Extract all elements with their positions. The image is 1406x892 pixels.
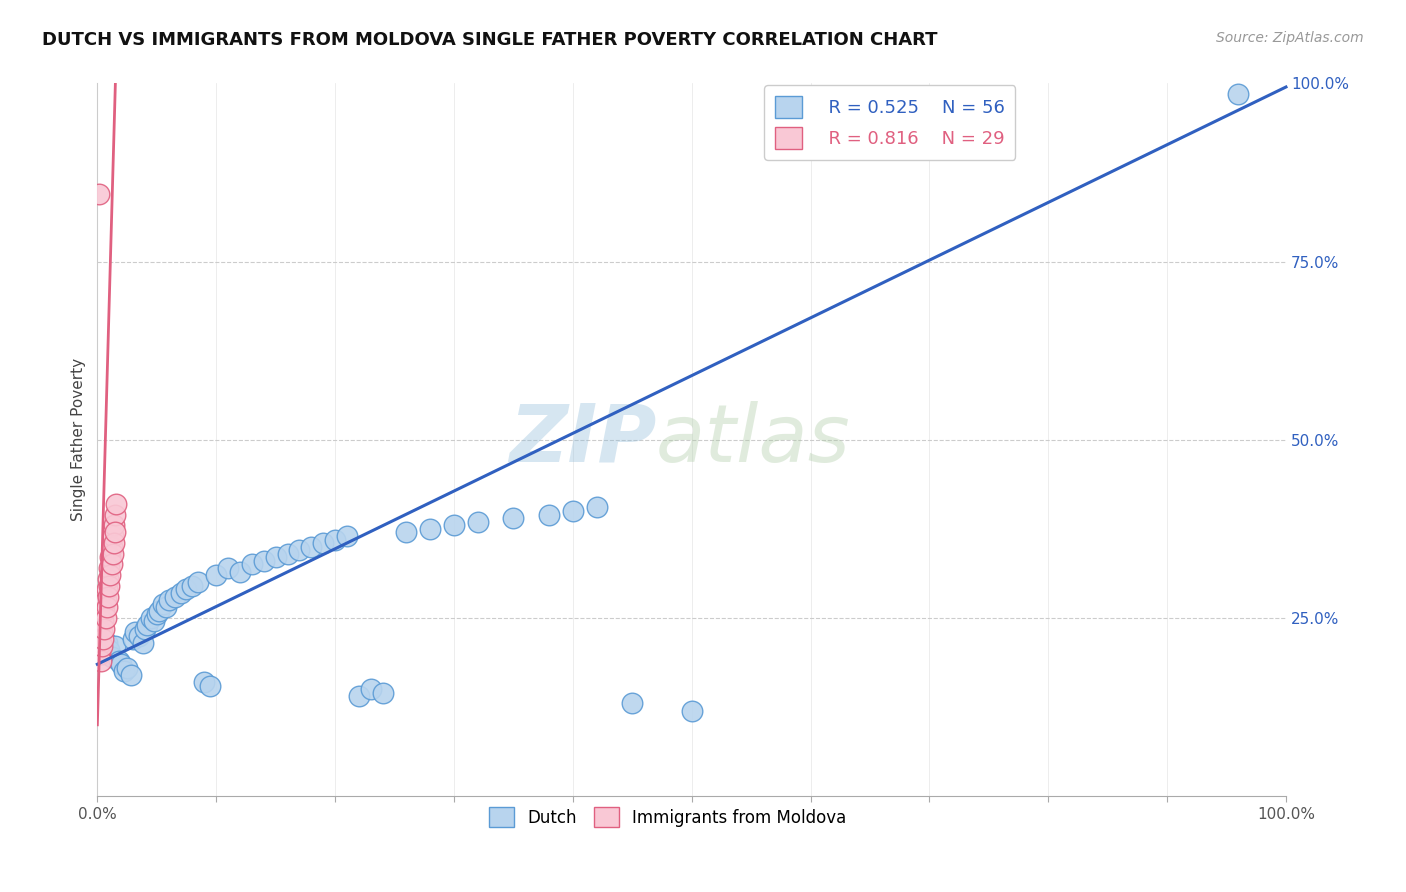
Point xyxy=(104,525,127,540)
Point xyxy=(347,690,370,704)
Point xyxy=(93,622,115,636)
Point xyxy=(181,579,204,593)
Point xyxy=(136,618,159,632)
Point xyxy=(91,632,114,647)
Point xyxy=(395,525,418,540)
Point xyxy=(157,593,180,607)
Point xyxy=(621,697,644,711)
Text: ZIP: ZIP xyxy=(509,401,657,479)
Point xyxy=(100,558,122,572)
Point xyxy=(681,704,703,718)
Point xyxy=(90,636,112,650)
Point xyxy=(100,550,122,565)
Point xyxy=(120,668,142,682)
Point xyxy=(91,625,114,640)
Point xyxy=(104,640,127,654)
Point xyxy=(146,607,169,622)
Point xyxy=(98,643,121,657)
Point xyxy=(253,554,276,568)
Point xyxy=(205,568,228,582)
Point xyxy=(100,540,122,554)
Point xyxy=(240,558,263,572)
Point xyxy=(264,550,287,565)
Point xyxy=(585,500,607,515)
Point xyxy=(131,636,153,650)
Point xyxy=(90,654,112,668)
Point xyxy=(87,186,110,201)
Point xyxy=(96,636,118,650)
Point xyxy=(155,600,177,615)
Point xyxy=(502,511,524,525)
Point xyxy=(94,611,117,625)
Point xyxy=(98,579,121,593)
Point xyxy=(193,675,215,690)
Point xyxy=(336,529,359,543)
Point xyxy=(100,568,122,582)
Point xyxy=(89,647,111,661)
Point xyxy=(299,540,322,554)
Point xyxy=(419,522,441,536)
Point xyxy=(143,615,166,629)
Point xyxy=(110,657,132,672)
Text: Source: ZipAtlas.com: Source: ZipAtlas.com xyxy=(1216,31,1364,45)
Point xyxy=(94,593,117,607)
Point xyxy=(1227,87,1250,102)
Point xyxy=(200,679,222,693)
Point xyxy=(104,508,127,522)
Point xyxy=(139,611,162,625)
Point xyxy=(91,647,114,661)
Point xyxy=(229,565,252,579)
Y-axis label: Single Father Poverty: Single Father Poverty xyxy=(72,359,86,521)
Point xyxy=(537,508,560,522)
Point xyxy=(96,582,118,597)
Point xyxy=(163,590,186,604)
Point xyxy=(122,632,145,647)
Point xyxy=(101,547,124,561)
Point xyxy=(103,518,125,533)
Point xyxy=(467,515,489,529)
Text: DUTCH VS IMMIGRANTS FROM MOLDOVA SINGLE FATHER POVERTY CORRELATION CHART: DUTCH VS IMMIGRANTS FROM MOLDOVA SINGLE … xyxy=(42,31,938,49)
Point xyxy=(148,604,170,618)
Point xyxy=(105,497,128,511)
Point xyxy=(371,686,394,700)
Point xyxy=(152,597,174,611)
Legend: Dutch, Immigrants from Moldova: Dutch, Immigrants from Moldova xyxy=(482,800,853,834)
Point xyxy=(288,543,311,558)
Point xyxy=(91,615,114,629)
Point xyxy=(115,661,138,675)
Text: atlas: atlas xyxy=(657,401,851,479)
Point xyxy=(93,604,115,618)
Point xyxy=(323,533,346,547)
Point xyxy=(107,654,129,668)
Point xyxy=(103,536,125,550)
Point xyxy=(128,629,150,643)
Point xyxy=(91,640,114,654)
Point xyxy=(217,561,239,575)
Point xyxy=(187,575,209,590)
Point xyxy=(360,682,382,697)
Point xyxy=(100,650,122,665)
Point xyxy=(97,590,120,604)
Point xyxy=(124,625,146,640)
Point xyxy=(98,561,121,575)
Point xyxy=(443,518,465,533)
Point xyxy=(101,529,124,543)
Point xyxy=(176,582,198,597)
Point xyxy=(312,536,335,550)
Point xyxy=(97,572,120,586)
Point xyxy=(134,622,156,636)
Point xyxy=(277,547,299,561)
Point xyxy=(169,586,191,600)
Point xyxy=(112,665,135,679)
Point xyxy=(561,504,583,518)
Point xyxy=(96,600,118,615)
